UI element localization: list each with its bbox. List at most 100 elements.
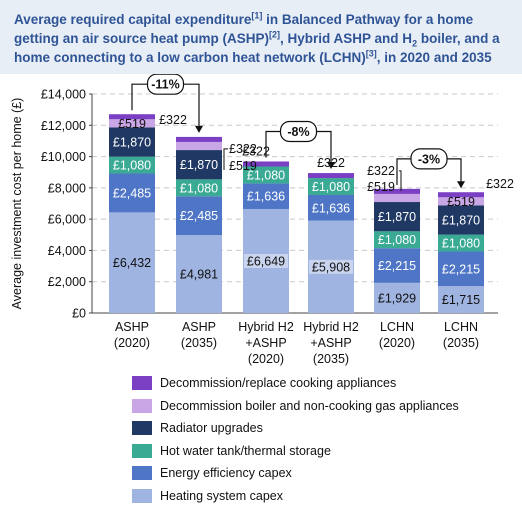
y-axis-label: Average investment cost per home (£) — [10, 98, 24, 310]
title-part-2: in Balanced Pathway for a home getting a… — [14, 12, 474, 46]
x-tick-label: (2035) — [181, 336, 217, 350]
change-arrowhead — [327, 162, 335, 170]
x-tick-label: (2020) — [114, 336, 150, 350]
bar-segment-heating — [176, 235, 222, 313]
legend-swatch — [132, 466, 152, 481]
legend-item-hotwater: Hot water tank/thermal storage — [132, 440, 512, 463]
x-tick-label: (2035) — [313, 352, 349, 366]
data-label-radiator: £1,870 — [378, 210, 416, 224]
bar-segment-boiler — [176, 141, 222, 151]
bar-segment-hotwater — [308, 178, 354, 195]
legend-item-radiator: Radiator upgrades — [132, 417, 512, 440]
data-label-efficiency: £2,485 — [113, 186, 151, 200]
data-label-boiler: £519 — [367, 180, 395, 194]
legend-label: Heating system capex — [160, 488, 283, 503]
bar-segment-hotwater — [109, 156, 155, 174]
legend-item-efficiency: Energy efficiency capex — [132, 462, 512, 485]
data-label-efficiency: £1,636 — [247, 190, 285, 204]
bar-segment-efficiency — [308, 194, 354, 221]
legend-swatch — [132, 398, 152, 413]
change-badge — [410, 148, 448, 170]
bar-segment-radiator — [438, 205, 484, 235]
change-arrowhead — [195, 125, 203, 133]
label-leader — [399, 170, 402, 191]
data-label-box — [309, 259, 353, 274]
change-badge — [279, 120, 318, 143]
data-label-radiator: £1,870 — [442, 214, 480, 228]
data-label-efficiency: £2,215 — [442, 262, 480, 276]
x-tick-label: +ASHP — [245, 336, 286, 350]
title-footnote-1: [1] — [251, 10, 263, 21]
bar-segment-efficiency — [109, 173, 155, 213]
bar-segment-hotwater — [243, 166, 289, 184]
x-tick-label: Hybrid H2 — [238, 320, 294, 334]
change-badge — [146, 74, 185, 95]
stacked-bar-chart: £0 £2,000 £4,000 £6,000 £8,000 £10,000 £12,000… — [10, 74, 514, 366]
bar-segment-radiator — [176, 150, 222, 180]
title-subscript: 2 — [412, 38, 418, 49]
label-leader — [223, 148, 228, 170]
x-tick-label: Hybrid H2 — [303, 320, 359, 334]
title-part-3: , Hybrid ASHP and H — [280, 31, 413, 46]
bar-segment-efficiency — [374, 248, 420, 283]
bar-segment-cooking — [438, 192, 484, 198]
legend-label: Decommission boiler and non-cooking gas … — [160, 398, 459, 413]
bar-segment-heating — [438, 286, 484, 313]
change-arrowhead — [457, 181, 465, 189]
legend-item-heating: Heating system capex — [132, 485, 512, 507]
x-tick-label: (2020) — [379, 336, 415, 350]
chart-legend: Decommission/replace cooking appliances D… — [132, 372, 512, 507]
legend-item-cooking: Decommission/replace cooking appliances — [132, 372, 512, 395]
data-label-boiler: £519 — [229, 159, 257, 173]
x-tick-label: ASHP — [115, 320, 149, 334]
legend-swatch — [132, 421, 152, 436]
legend-label: Radiator upgrades — [160, 421, 263, 436]
y-tick-label: £4,000 — [48, 244, 86, 258]
bar-segment-cooking — [374, 188, 420, 194]
x-tick-label: (2035) — [443, 336, 479, 350]
title-footnote-3: [3] — [365, 48, 377, 59]
bar-segment-efficiency — [438, 251, 484, 287]
data-label-radiator: £1,870 — [180, 158, 218, 172]
data-label-heating: £6,649 — [247, 254, 285, 268]
data-label-cooking: £322 — [486, 177, 514, 191]
legend-label: Energy efficiency capex — [160, 466, 292, 481]
data-label-efficiency: £2,485 — [180, 209, 218, 223]
data-label-hotwater: £1,080 — [247, 168, 285, 182]
bar-segment-efficiency — [176, 196, 222, 236]
data-label-radiator: £1,870 — [113, 135, 151, 149]
legend-swatch — [132, 376, 152, 391]
y-tick-label: £12,000 — [41, 119, 86, 133]
data-label-box — [244, 253, 288, 268]
bar-segment-hotwater — [374, 231, 420, 249]
x-tick-label: +ASHP — [310, 336, 351, 350]
data-label-efficiency: £1,636 — [312, 201, 350, 215]
change-label: -3% — [418, 152, 440, 166]
data-label-boiler: £519 — [118, 117, 146, 131]
x-tick-label: LCHN — [444, 320, 478, 334]
data-label-hotwater: £1,080 — [378, 233, 416, 247]
legend-swatch — [132, 488, 152, 503]
change-label: -8% — [287, 125, 309, 139]
data-label-heating: £1,715 — [442, 293, 480, 307]
y-tick-label: £0 — [72, 307, 86, 321]
bar-segment-boiler — [374, 193, 420, 203]
data-label-cooking: £322 — [159, 113, 187, 127]
legend-item-boiler: Decommission boiler and non-cooking gas … — [132, 395, 512, 418]
bar-segment-hotwater — [438, 234, 484, 252]
x-tick-label: (2020) — [248, 352, 284, 366]
bar-segment-hotwater — [176, 179, 222, 197]
legend-label: Hot water tank/thermal storage — [160, 443, 331, 458]
data-label-cooking: £322 — [229, 142, 257, 156]
legend-label: Decommission/replace cooking appliances — [160, 376, 397, 391]
chart-title-box: Average required capital expenditure[1] … — [0, 0, 522, 74]
bar-segment-radiator — [374, 202, 420, 232]
data-label-heating: £4,981 — [180, 268, 218, 282]
bar-segment-boiler — [109, 119, 155, 128]
bar-segment-efficiency — [243, 183, 289, 209]
data-label-heating: £5,908 — [312, 260, 350, 274]
y-tick-label: £14,000 — [41, 88, 86, 102]
data-label-hotwater: £1,080 — [180, 181, 218, 195]
data-label-boiler: £519 — [447, 195, 475, 209]
x-tick-label: ASHP — [182, 320, 216, 334]
